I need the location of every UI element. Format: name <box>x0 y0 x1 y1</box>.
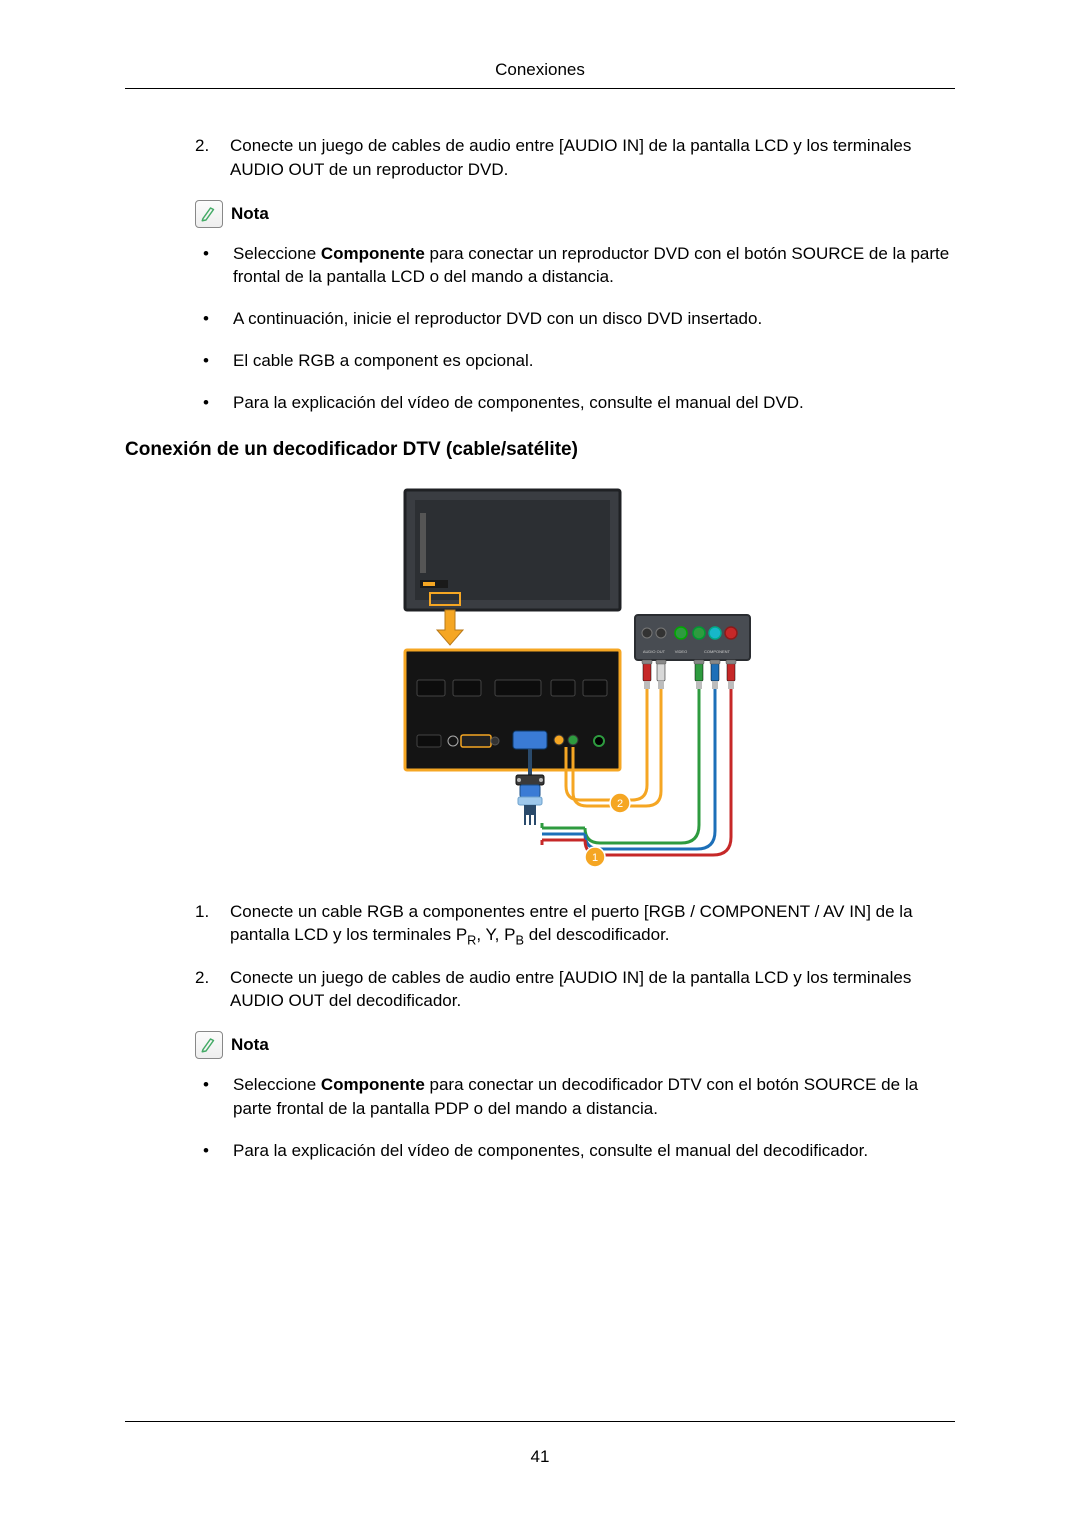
list-item: Para la explicación del vídeo de compone… <box>195 391 955 415</box>
list-text: Conecte un cable RGB a componentes entre… <box>230 900 955 950</box>
svg-text:VIDEO: VIDEO <box>675 649 687 654</box>
list-text: Seleccione Componente para conectar un r… <box>233 242 955 290</box>
list-text: Para la explicación del vídeo de compone… <box>233 391 955 415</box>
svg-text:AUDIO OUT: AUDIO OUT <box>643 649 666 654</box>
page: Conexiones 2. Conecte un juego de cables… <box>0 0 1080 1527</box>
page-number: 41 <box>531 1447 550 1466</box>
list-item: 1. Conecte un cable RGB a componentes en… <box>195 900 955 950</box>
list-number: 2. <box>195 134 230 182</box>
note-label: Nota <box>231 204 269 224</box>
section-title: Conexión de un decodificador DTV (cable/… <box>125 439 955 461</box>
svg-text:COMPONENT: COMPONENT <box>704 649 731 654</box>
list-item: Para la explicación del vídeo de compone… <box>195 1139 955 1163</box>
list-text: Seleccione Componente para conectar un d… <box>233 1073 955 1121</box>
list-item: A continuación, inicie el reproductor DV… <box>195 307 955 331</box>
note1-bullet-list: Seleccione Componente para conectar un r… <box>195 242 955 415</box>
note-heading: Nota <box>195 200 955 228</box>
list-number: 2. <box>195 966 230 1014</box>
list-item: Seleccione Componente para conectar un r… <box>195 242 955 290</box>
content: 2. Conecte un juego de cables de audio e… <box>125 134 955 1163</box>
list-item: Seleccione Componente para conectar un d… <box>195 1073 955 1121</box>
svg-text:2: 2 <box>617 798 623 810</box>
note-heading: Nota <box>195 1031 955 1059</box>
list-number: 1. <box>195 900 230 950</box>
list-text: A continuación, inicie el reproductor DV… <box>233 307 955 331</box>
steps-list: 1. Conecte un cable RGB a componentes en… <box>195 900 955 1014</box>
page-header: Conexiones <box>125 60 955 89</box>
list-text: Para la explicación del vídeo de compone… <box>233 1139 955 1163</box>
list-item: 2. Conecte un juego de cables de audio e… <box>195 966 955 1014</box>
list-item: El cable RGB a component es opcional. <box>195 349 955 373</box>
list-item: 2. Conecte un juego de cables de audio e… <box>195 134 955 182</box>
note-icon <box>195 200 223 228</box>
connection-diagram: AUDIO OUT VIDEO COMPONENT 2 1 <box>395 485 755 870</box>
list-text: Conecte un juego de cables de audio entr… <box>230 966 955 1014</box>
header-title: Conexiones <box>495 60 585 79</box>
svg-text:1: 1 <box>592 852 598 864</box>
page-footer: 41 <box>125 1421 955 1467</box>
top-ordered-list: 2. Conecte un juego de cables de audio e… <box>195 134 955 182</box>
list-text: El cable RGB a component es opcional. <box>233 349 955 373</box>
note-label: Nota <box>231 1035 269 1055</box>
list-text: Conecte un juego de cables de audio entr… <box>230 134 955 182</box>
note2-bullet-list: Seleccione Componente para conectar un d… <box>195 1073 955 1162</box>
note-icon <box>195 1031 223 1059</box>
